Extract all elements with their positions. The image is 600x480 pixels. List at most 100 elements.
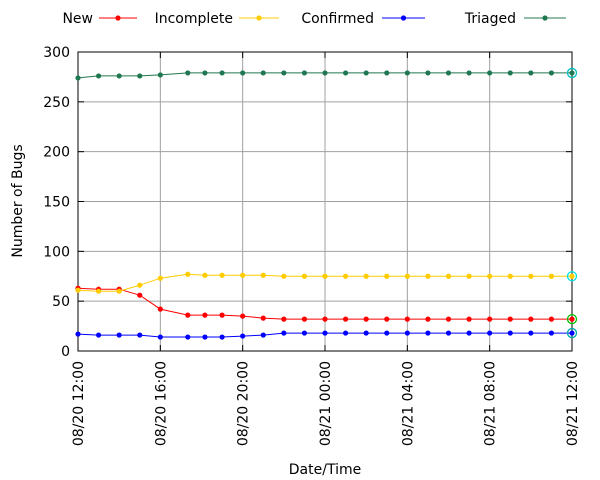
data-point	[95, 288, 102, 294]
x-tick-label: 08/21 00:00	[318, 361, 334, 446]
y-tick-label: 150	[43, 195, 70, 211]
y-tick-label: 0	[61, 344, 70, 360]
x-axis-ticks: 08/20 12:00 08/20 16:00 08/20 20:00 08/21 0…	[71, 52, 581, 446]
data-point	[281, 70, 287, 76]
data-point	[116, 73, 122, 79]
data-point	[202, 70, 208, 76]
data-point	[157, 275, 163, 281]
legend-item-confirmed: Confirmed	[301, 11, 425, 27]
data-point	[425, 316, 431, 322]
data-point	[548, 70, 555, 76]
data-point	[384, 273, 390, 279]
data-point	[219, 334, 225, 340]
legend: New Incomplete Confirmed Triaged	[62, 11, 566, 27]
data-point	[425, 273, 431, 279]
data-point	[219, 70, 225, 76]
data-point	[487, 273, 493, 279]
data-point	[95, 332, 102, 338]
data-point	[425, 330, 431, 336]
data-point	[219, 272, 225, 278]
y-tick-label: 250	[43, 95, 70, 111]
data-point	[240, 333, 246, 339]
data-point	[240, 272, 246, 278]
data-point	[569, 273, 575, 279]
x-tick-label: 08/20 20:00	[236, 361, 252, 446]
legend-marker	[400, 15, 407, 21]
end-point-marker	[566, 271, 578, 282]
legend-marker	[542, 15, 548, 21]
data-point	[363, 70, 369, 76]
data-point	[281, 273, 287, 279]
data-point	[487, 330, 493, 336]
data-point	[569, 330, 575, 336]
data-point	[342, 70, 349, 76]
y-tick-label: 100	[43, 244, 70, 260]
data-point	[507, 70, 513, 76]
data-point	[260, 70, 266, 76]
data-point	[137, 282, 143, 288]
data-point	[404, 330, 410, 336]
data-point	[260, 332, 266, 338]
legend-marker	[256, 15, 262, 21]
series-incomplete	[75, 271, 578, 294]
data-point	[548, 273, 555, 279]
data-point	[342, 316, 349, 322]
data-point	[301, 316, 308, 322]
data-point	[240, 70, 246, 76]
data-point	[404, 316, 410, 322]
legend-item-triaged: Triaged	[464, 11, 566, 27]
data-point	[445, 330, 452, 336]
data-point	[487, 316, 493, 322]
y-tick-label: 200	[43, 145, 70, 161]
data-point	[363, 273, 369, 279]
data-point	[569, 316, 575, 322]
data-point	[528, 273, 534, 279]
x-tick-label: 08/21 12:00	[565, 361, 581, 446]
x-tick-label: 08/20 16:00	[153, 361, 169, 446]
data-point	[301, 330, 308, 336]
data-point	[260, 315, 266, 321]
data-point	[219, 312, 225, 318]
data-point	[157, 306, 163, 312]
grid	[78, 52, 572, 351]
data-point	[301, 273, 308, 279]
data-point	[137, 332, 143, 338]
data-point	[507, 273, 513, 279]
data-point	[322, 273, 328, 279]
data-point	[116, 332, 122, 338]
y-axis-title: Number of Bugs	[10, 144, 26, 257]
x-tick-label: 08/20 12:00	[71, 361, 87, 446]
series-new	[75, 285, 578, 325]
data-point	[185, 271, 191, 277]
data-point	[202, 334, 208, 340]
legend-label: Incomplete	[155, 11, 233, 27]
data-point	[240, 313, 246, 319]
y-tick-label: 50	[52, 294, 70, 310]
data-point	[95, 73, 102, 79]
data-point	[157, 334, 163, 340]
data-point	[507, 330, 513, 336]
end-point-marker	[566, 313, 578, 325]
end-point-marker	[566, 67, 578, 79]
data-point	[363, 316, 369, 322]
data-point	[569, 70, 575, 76]
y-axis-ticks: 0 50 100 150 200 250 300	[43, 45, 572, 360]
data-point	[137, 292, 143, 298]
data-point	[466, 316, 472, 322]
data-point	[157, 72, 163, 78]
legend-marker	[115, 15, 121, 21]
data-point	[487, 70, 493, 76]
data-point	[466, 330, 472, 336]
data-point	[185, 312, 191, 318]
data-point	[75, 75, 81, 81]
data-point	[528, 330, 534, 336]
data-point	[445, 70, 452, 76]
data-point	[384, 70, 390, 76]
data-point	[322, 316, 328, 322]
legend-item-incomplete: Incomplete	[155, 11, 279, 27]
data-point	[281, 316, 287, 322]
legend-label: Triaged	[464, 11, 516, 27]
data-point	[75, 287, 81, 293]
data-point	[384, 330, 390, 336]
